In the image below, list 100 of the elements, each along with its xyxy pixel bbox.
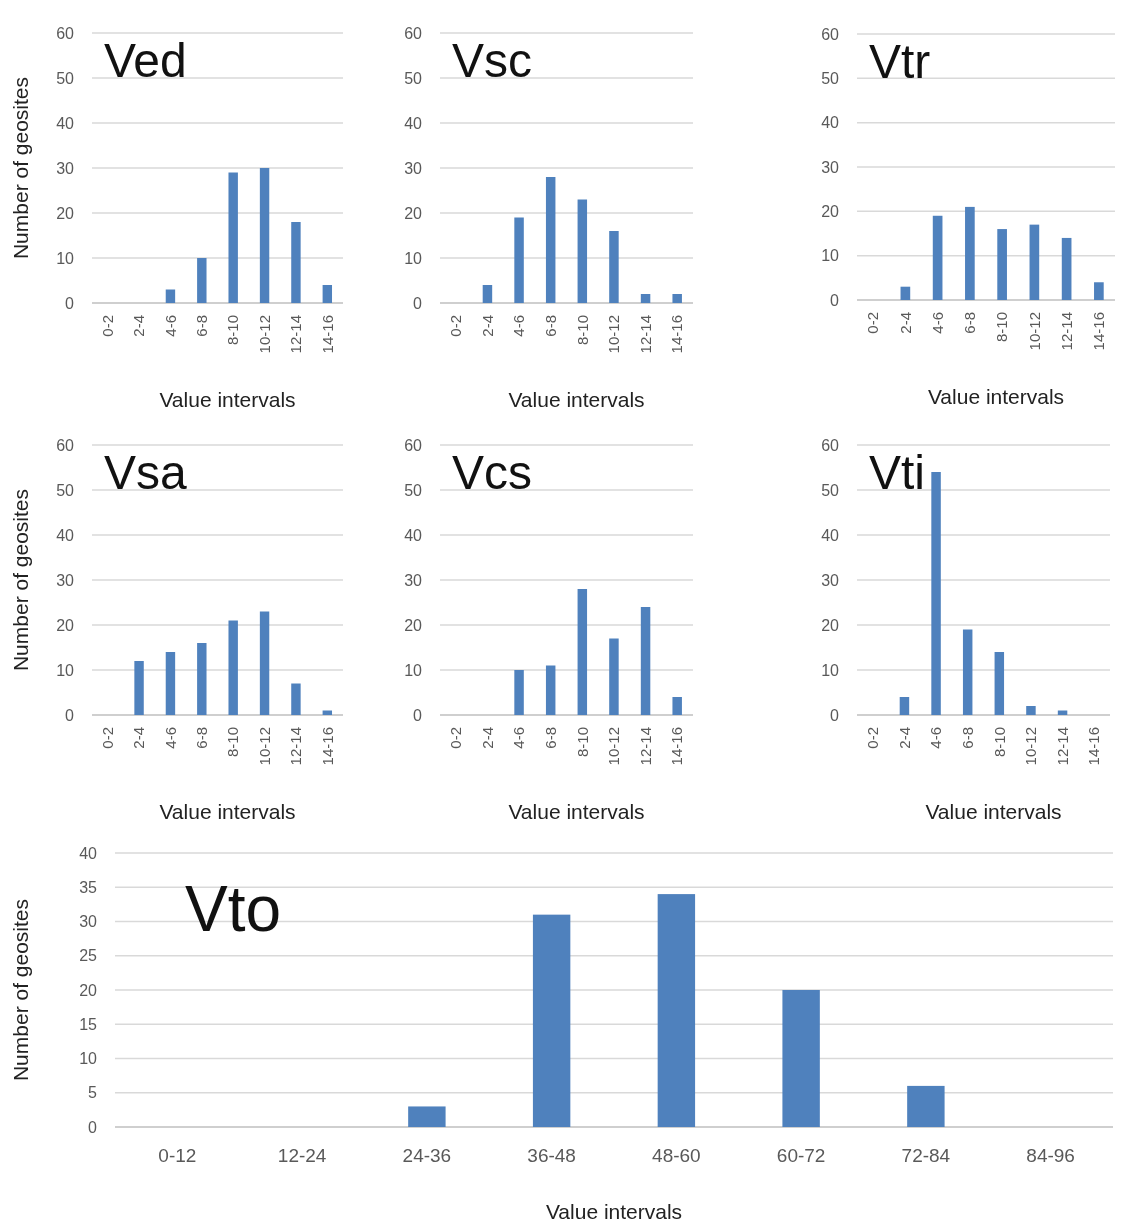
- bar: [291, 683, 301, 715]
- bar: [228, 620, 238, 715]
- x-tick-label: 8-10: [573, 727, 591, 758]
- chart-title: Vto: [185, 873, 282, 945]
- y-tick-label: 40: [821, 526, 840, 544]
- bar: [165, 652, 176, 715]
- y-tick-label: 0: [65, 294, 75, 312]
- x-tick-label: 10-12: [1022, 727, 1040, 766]
- chart-title: Ved: [104, 34, 187, 87]
- y-tick-label: 20: [56, 616, 75, 634]
- x-tick-label: 84-96: [1026, 1145, 1075, 1166]
- x-tick-label: 12-14: [287, 727, 305, 766]
- chart-title: Vsa: [104, 446, 188, 499]
- bar: [657, 894, 696, 1127]
- x-axis-title: Value intervals: [545, 1200, 683, 1223]
- bar: [545, 665, 556, 715]
- x-tick-label: 10-12: [255, 727, 273, 766]
- y-tick-label: 5: [88, 1084, 98, 1102]
- chart-title: Vtr: [869, 35, 931, 88]
- y-tick-label: 60: [821, 25, 840, 43]
- bar: [1061, 237, 1072, 300]
- bar: [259, 611, 270, 715]
- chart-title: Vti: [869, 446, 926, 499]
- x-tick-label: 12-24: [277, 1145, 327, 1166]
- y-tick-label: 30: [821, 158, 840, 176]
- y-tick-label: 0: [65, 706, 75, 724]
- y-tick-label: 60: [56, 24, 75, 42]
- x-tick-label: 48-60: [652, 1145, 701, 1166]
- x-tick-label: 12-14: [636, 315, 654, 354]
- bar: [228, 172, 238, 303]
- y-axis-title: Number of geosites: [9, 898, 32, 1082]
- x-tick-label: 8-10: [990, 727, 1008, 758]
- bar: [900, 286, 911, 300]
- x-tick-label: 4-6: [510, 727, 528, 749]
- bar: [782, 990, 820, 1127]
- y-axis-title: Number of geosites: [9, 488, 32, 672]
- bar: [259, 168, 270, 303]
- x-axis-title: Value intervals: [927, 385, 1065, 408]
- x-tick-label: 4-6: [928, 312, 946, 334]
- bar: [994, 652, 1005, 715]
- y-tick-label: 10: [404, 249, 423, 267]
- x-tick-label: 14-16: [1090, 312, 1108, 351]
- x-tick-label: 0-2: [864, 727, 882, 749]
- x-tick-label: 6-8: [541, 315, 559, 337]
- x-tick-label: 8-10: [993, 312, 1011, 343]
- y-tick-label: 40: [56, 526, 75, 544]
- bar: [640, 607, 651, 715]
- y-tick-label: 30: [79, 913, 98, 931]
- y-tick-label: 0: [413, 706, 423, 724]
- bar: [672, 294, 682, 303]
- y-tick-label: 30: [56, 159, 75, 177]
- x-tick-label: 10-12: [605, 727, 623, 766]
- bar: [997, 229, 1007, 300]
- x-tick-label: 2-4: [478, 727, 496, 749]
- y-tick-label: 30: [821, 571, 840, 589]
- y-tick-label: 10: [56, 249, 75, 267]
- x-tick-label: 0-2: [98, 727, 116, 749]
- x-tick-label: 60-72: [776, 1145, 826, 1166]
- y-tick-label: 0: [88, 1118, 98, 1136]
- x-tick-label: 6-8: [958, 727, 976, 749]
- y-tick-label: 20: [821, 616, 840, 634]
- bar: [197, 258, 207, 303]
- x-tick-label: 4-6: [510, 315, 528, 337]
- x-tick-label: 8-10: [573, 315, 591, 346]
- bar: [932, 215, 943, 300]
- x-tick-label: 0-12: [158, 1145, 197, 1166]
- y-tick-label: 50: [56, 69, 75, 87]
- x-tick-label: 36-48: [527, 1145, 576, 1166]
- y-tick-label: 20: [404, 616, 423, 634]
- bar: [931, 472, 941, 715]
- x-tick-label: 4-6: [927, 727, 945, 749]
- y-tick-label: 40: [821, 114, 840, 132]
- bar: [672, 697, 682, 715]
- bar: [609, 638, 619, 715]
- y-tick-label: 40: [79, 844, 98, 862]
- x-tick-label: 14-16: [1085, 727, 1103, 766]
- y-tick-label: 10: [404, 661, 423, 679]
- x-axis-title: Value intervals: [159, 388, 296, 411]
- x-tick-label: 72-84: [901, 1145, 951, 1166]
- chart-title: Vsc: [452, 34, 533, 87]
- x-tick-label: 2-4: [478, 315, 496, 337]
- y-tick-label: 0: [830, 291, 840, 309]
- bar: [965, 206, 975, 300]
- bar: [1026, 706, 1036, 715]
- y-tick-label: 40: [404, 114, 423, 132]
- x-tick-label: 14-16: [668, 727, 686, 766]
- y-tick-label: 15: [79, 1015, 98, 1033]
- x-tick-label: 12-14: [1053, 727, 1071, 766]
- x-tick-label: 2-4: [895, 727, 913, 749]
- y-tick-label: 60: [56, 436, 75, 454]
- y-axis-title: Number of geosites: [9, 76, 32, 260]
- y-tick-label: 50: [821, 69, 840, 87]
- x-axis-title: Value intervals: [508, 388, 645, 411]
- bar: [291, 222, 301, 303]
- x-tick-label: 2-4: [896, 312, 914, 334]
- x-tick-label: 6-8: [961, 312, 979, 334]
- chart-title: Vcs: [452, 446, 533, 499]
- x-tick-label: 4-6: [161, 727, 179, 749]
- bar: [532, 914, 571, 1127]
- bar: [134, 661, 144, 715]
